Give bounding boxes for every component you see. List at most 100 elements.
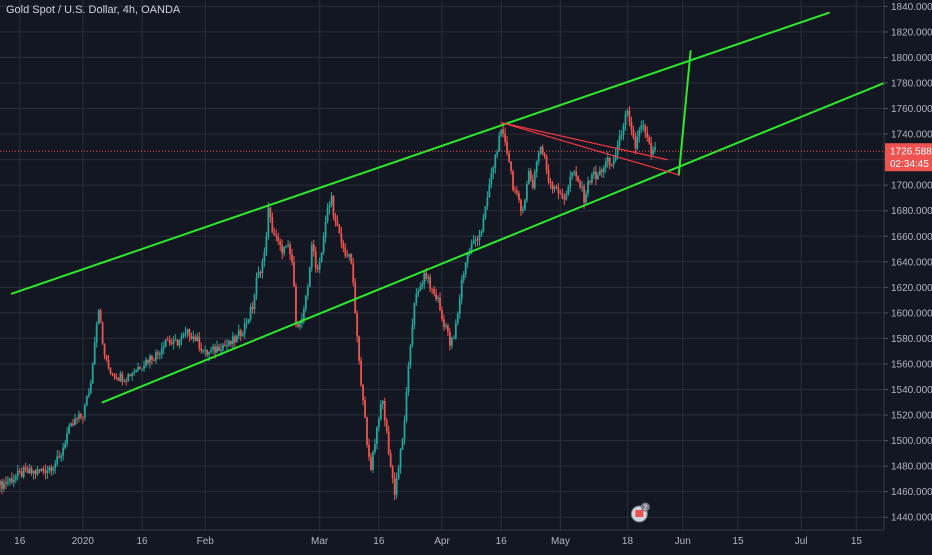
candle-body xyxy=(101,322,104,345)
candle-body xyxy=(571,172,574,177)
candle-body xyxy=(328,204,331,209)
candle-body xyxy=(602,167,605,173)
price-badge-value: 1726.588 xyxy=(890,147,932,158)
candle-body xyxy=(405,391,408,421)
candle-body xyxy=(610,164,613,166)
candle-body xyxy=(222,344,224,350)
candle-body xyxy=(330,196,333,205)
candle-body xyxy=(74,418,76,425)
candle-body xyxy=(149,355,151,363)
candle-body xyxy=(409,345,412,366)
candle-body xyxy=(391,466,394,479)
candle-body xyxy=(567,186,570,195)
candle-body xyxy=(265,236,268,253)
candle-body xyxy=(652,149,655,155)
candle-body xyxy=(273,232,276,236)
candle-body xyxy=(362,385,364,401)
candle-body xyxy=(277,236,280,242)
candle-body xyxy=(281,245,284,254)
candle-body xyxy=(208,351,211,355)
candle-body xyxy=(537,153,540,162)
candle-body xyxy=(72,423,74,425)
candle-body xyxy=(439,297,441,310)
candle-body xyxy=(76,418,78,420)
candle-body xyxy=(224,344,226,346)
candle-body xyxy=(374,443,376,453)
candle-body xyxy=(354,282,357,314)
candle-body xyxy=(344,247,347,256)
candle-body xyxy=(336,221,339,227)
candle-body xyxy=(172,340,175,344)
candle-body xyxy=(247,319,250,323)
price-badge-countdown: 02:34:45 xyxy=(890,159,929,170)
channel-lower-line[interactable] xyxy=(101,82,885,404)
candle-body xyxy=(216,346,218,353)
earnings-flag-icon[interactable]: 2 xyxy=(630,502,650,523)
time-axis[interactable]: 16 2020 16 Feb Mar 16 Apr 16 May 18 Jun 15 Jul 15 xyxy=(0,529,932,550)
candle-body xyxy=(397,467,400,479)
candle-body xyxy=(235,335,238,343)
price-axis[interactable]: 1440.000 1460.000 1480.000 1500.000 1520.000… xyxy=(883,0,932,550)
triangle-hyp-line[interactable] xyxy=(500,122,680,176)
price-tick-label: 1780.000 xyxy=(891,79,932,90)
candle-body xyxy=(516,190,518,194)
channel-upper-line[interactable] xyxy=(10,11,830,295)
candle-body xyxy=(0,480,1,486)
candle-body xyxy=(285,245,288,247)
candle-body xyxy=(577,176,580,182)
candle-body xyxy=(95,324,98,343)
candle-body xyxy=(579,181,582,188)
candle-body xyxy=(267,207,270,237)
candle-body xyxy=(147,359,149,363)
candle-body xyxy=(42,468,45,471)
candle-body xyxy=(458,298,461,314)
candle-body xyxy=(346,255,349,257)
candle-body xyxy=(452,337,455,339)
candle-body xyxy=(445,325,447,327)
candle-body xyxy=(58,456,61,458)
candle-body xyxy=(170,343,173,345)
chart-title: Gold Spot / U.S. Dollar, 4h, OANDA xyxy=(6,4,181,16)
candle-body xyxy=(520,200,522,211)
candle-body xyxy=(447,325,449,332)
candle-body xyxy=(156,352,159,355)
candle-body xyxy=(229,340,232,345)
price-badge-background xyxy=(885,143,932,172)
price-tick-label: 1700.000 xyxy=(891,181,932,192)
candle-body xyxy=(393,478,396,496)
candle-body xyxy=(178,339,181,346)
candle-body xyxy=(322,236,325,253)
candle-body xyxy=(125,380,128,382)
candle-body xyxy=(411,324,414,346)
candle-body xyxy=(350,253,353,264)
candle-body xyxy=(182,333,185,337)
candle-body xyxy=(608,157,611,165)
candle-body xyxy=(466,254,469,263)
candle-body xyxy=(16,470,19,477)
candle-body xyxy=(194,336,197,342)
candle-body xyxy=(606,157,609,162)
price-tick-label: 1640.000 xyxy=(891,257,932,268)
triangle-top-line[interactable] xyxy=(500,122,668,161)
candle-body xyxy=(70,423,72,427)
candle-body xyxy=(299,323,301,327)
projection-line[interactable] xyxy=(677,50,692,176)
candle-body xyxy=(460,279,463,299)
time-tick-label: Feb xyxy=(197,536,215,547)
price-tick-label: 1500.000 xyxy=(891,436,932,447)
candle-body xyxy=(539,146,542,154)
candle-body xyxy=(575,171,578,177)
time-tick-label: 16 xyxy=(14,536,26,547)
price-tick-label: 1520.000 xyxy=(891,411,932,422)
candle-body xyxy=(243,323,246,334)
candle-body xyxy=(370,457,372,470)
candle-body xyxy=(387,431,390,454)
candle-body xyxy=(184,332,187,334)
candle-body xyxy=(415,293,418,304)
candle-body xyxy=(389,453,392,467)
candle-body xyxy=(308,267,311,288)
candle-body xyxy=(557,187,560,194)
price-tick-label: 1440.000 xyxy=(891,513,932,524)
